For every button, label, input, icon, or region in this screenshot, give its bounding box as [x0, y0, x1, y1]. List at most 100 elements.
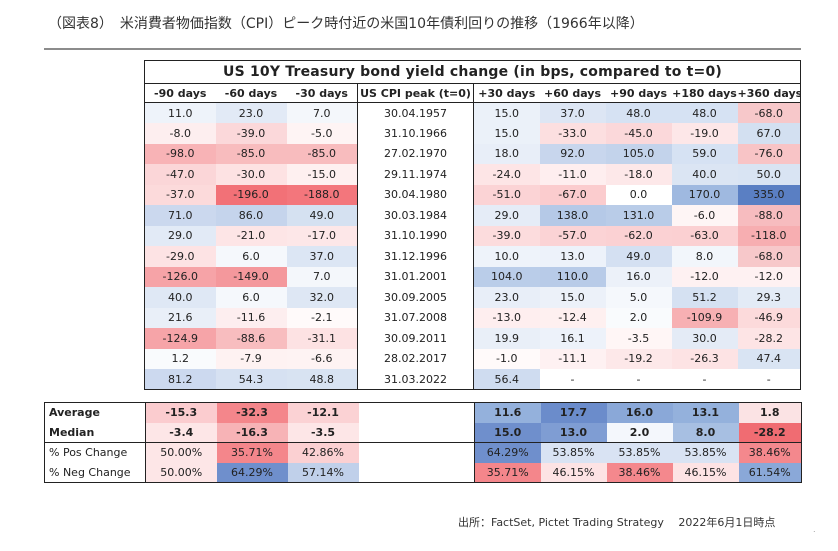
- yield-change-cell: -124.9: [144, 328, 216, 349]
- yield-change-cell: -39.0: [215, 123, 287, 144]
- yield-change-cell: 8.0: [671, 246, 738, 267]
- yield-change-cell: -26.3: [671, 348, 738, 369]
- column-header: +60 days: [539, 83, 606, 103]
- yield-change-cell: -21.0: [215, 225, 287, 246]
- yield-change-cell: 48.8: [286, 369, 358, 390]
- yield-change-cell: 37.0: [539, 102, 606, 123]
- yield-change-cell: -11.6: [215, 307, 287, 328]
- yield-change-cell: 335.0: [737, 184, 801, 205]
- yield-change-cell: -7.9: [215, 348, 287, 369]
- yield-change-cell: -149.0: [215, 266, 287, 287]
- summary-row: Median -3.4 -16.3 -3.5 15.0 13.0 2.0 8.0 -28.2: [44, 422, 802, 443]
- yield-change-cell: 11.0: [144, 102, 216, 123]
- yield-change-cell: -12.4: [539, 307, 606, 328]
- yield-change-cell: -15.0: [286, 164, 358, 185]
- corner-mark: .: [813, 525, 816, 534]
- yield-change-cell: -45.0: [605, 123, 672, 144]
- yield-change-cell: 15.0: [473, 102, 540, 123]
- summary-value-cell: -15.3: [145, 402, 217, 423]
- yield-change-cell: 92.0: [539, 143, 606, 164]
- summary-value-cell: 53.85%: [540, 442, 607, 463]
- yield-change-cell: 104.0: [473, 266, 540, 287]
- cpi-peak-date-cell: 30.04.1957: [357, 102, 474, 123]
- column-header: +360 days: [737, 83, 801, 103]
- yield-change-cell: 19.9: [473, 328, 540, 349]
- summary-value-cell: 38.46%: [738, 442, 802, 463]
- summary-table: Average -15.3 -32.3 -12.1 11.6 17.7 16.0 13.1 1.…: [44, 402, 802, 483]
- yield-change-cell: 7.0: [286, 102, 358, 123]
- yield-change-cell: -85.0: [215, 143, 287, 164]
- summary-value-cell: 46.15%: [540, 462, 607, 483]
- source-note: 出所：FactSet, Pictet Trading Strategy 2022…: [458, 516, 776, 529]
- yield-change-cell: -8.0: [144, 123, 216, 144]
- yield-change-cell: -68.0: [737, 246, 801, 267]
- yield-change-cell: 40.0: [144, 287, 216, 308]
- yield-change-cell: 86.0: [215, 205, 287, 226]
- cpi-peak-date-cell: 31.03.2022: [357, 369, 474, 390]
- column-header: -90 days: [144, 83, 216, 103]
- yield-change-cell: 10.0: [473, 246, 540, 267]
- yield-change-cell: 6.0: [215, 246, 287, 267]
- yield-change-cell: 5.0: [605, 287, 672, 308]
- page-title: （図表8） 米消費者物価指数（CPI）ピーク時付近の米国10年債利回りの推移（1…: [48, 16, 644, 32]
- yield-change-cell: -19.0: [671, 123, 738, 144]
- summary-blank-cell: [358, 402, 475, 423]
- summary-value-cell: 15.0: [474, 422, 541, 443]
- column-header: US CPI peak (t=0): [357, 83, 474, 103]
- summary-value-cell: 53.85%: [606, 442, 673, 463]
- yield-change-cell: -11.1: [539, 348, 606, 369]
- summary-value-cell: 11.6: [474, 402, 541, 423]
- yield-change-cell: 47.4: [737, 348, 801, 369]
- yield-change-cell: 71.0: [144, 205, 216, 226]
- yield-change-cell: -62.0: [605, 225, 672, 246]
- yield-change-cell: -5.0: [286, 123, 358, 144]
- yield-change-cell: 170.0: [671, 184, 738, 205]
- summary-value-cell: 13.1: [672, 402, 739, 423]
- column-header-row: -90 days -60 days -30 days US CPI peak (t=0…: [144, 83, 801, 103]
- yield-change-cell: -33.0: [539, 123, 606, 144]
- summary-value-cell: 1.8: [738, 402, 802, 423]
- yield-change-table: US 10Y Treasury bond yield change (in bp…: [144, 60, 802, 390]
- yield-change-cell: -126.0: [144, 266, 216, 287]
- yield-change-cell: 138.0: [539, 205, 606, 226]
- yield-change-cell: -188.0: [286, 184, 358, 205]
- yield-change-cell: -: [766, 372, 771, 386]
- yield-change-cell: 37.0: [286, 246, 358, 267]
- yield-change-cell: 110.0: [539, 266, 606, 287]
- cpi-peak-date-cell: 30.09.2011: [357, 328, 474, 349]
- table-row: 21.6 -11.6 -2.1 31.07.2008 -13.0 -12.4 2.0 -109…: [144, 307, 801, 328]
- yield-change-cell: -1.0: [473, 348, 540, 369]
- yield-change-cell: -28.2: [737, 328, 801, 349]
- yield-change-cell: -: [570, 372, 575, 386]
- yield-change-cell: 56.4: [473, 369, 540, 390]
- yield-change-cell: 67.0: [737, 123, 801, 144]
- table-row: 40.0 6.0 32.0 30.09.2005 23.0 15.0 5.0 51.2 29.3: [144, 287, 801, 308]
- yield-change-cell: -17.0: [286, 225, 358, 246]
- yield-change-cell: -109.9: [671, 307, 738, 328]
- summary-value-cell: 64.29%: [474, 442, 541, 463]
- yield-change-cell: 0.0: [605, 184, 672, 205]
- summary-value-cell: 17.7: [540, 402, 607, 423]
- yield-change-cell: 40.0: [671, 164, 738, 185]
- yield-change-cell: -: [636, 372, 641, 386]
- table-row: -29.0 6.0 37.0 31.12.1996 10.0 13.0 49.0 8.0 -68…: [144, 246, 801, 267]
- yield-change-cell: 15.0: [473, 123, 540, 144]
- summary-value-cell: -3.5: [287, 422, 359, 443]
- cpi-peak-date-cell: 28.02.2017: [357, 348, 474, 369]
- summary-blank-cell: [358, 442, 475, 463]
- summary-value-cell: 57.14%: [287, 462, 359, 483]
- column-header: -60 days: [215, 83, 287, 103]
- summary-row: % Neg Change 50.00% 64.29% 57.14% 35.71% 46.1…: [44, 462, 802, 483]
- table-row: 71.0 86.0 49.0 30.03.1984 29.0 138.0 131.0 -6.0…: [144, 205, 801, 226]
- summary-value-cell: 61.54%: [738, 462, 802, 483]
- yield-change-cell: 49.0: [605, 246, 672, 267]
- summary-label: % Pos Change: [44, 442, 146, 463]
- summary-value-cell: 53.85%: [672, 442, 739, 463]
- yield-change-cell: -: [702, 372, 707, 386]
- summary-value-cell: 50.00%: [145, 442, 217, 463]
- table-row: -37.0 -196.0 -188.0 30.04.1980 -51.0 -67.0 0.0…: [144, 184, 801, 205]
- summary-label: Average: [44, 402, 146, 423]
- yield-change-cell: 1.2: [144, 348, 216, 369]
- yield-change-cell: -57.0: [539, 225, 606, 246]
- yield-change-cell: 59.0: [671, 143, 738, 164]
